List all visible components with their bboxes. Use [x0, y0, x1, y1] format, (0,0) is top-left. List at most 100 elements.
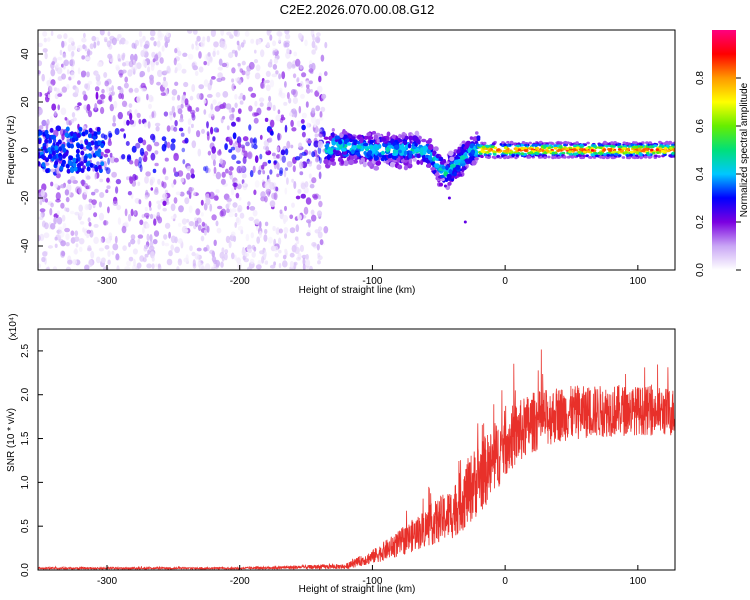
spectrogram-noise-cell	[139, 219, 144, 226]
spectrogram-band-cell	[78, 126, 83, 132]
spectrogram-noise-cell	[320, 106, 326, 113]
spectrogram-noise-cell	[195, 45, 199, 51]
spectrogram-noise-cell	[184, 197, 190, 205]
spectrogram-noise-cell	[166, 141, 171, 149]
spectrogram-noise-cell	[86, 233, 90, 239]
spectrogram-noise-cell	[100, 133, 106, 139]
spectrogram-noise-cell	[203, 166, 207, 172]
spectrogram-noise-cell	[135, 142, 141, 149]
spectrogram-noise-cell	[276, 146, 280, 152]
spectrogram-noise-cell	[150, 187, 154, 191]
spectrogram-noise-cell	[203, 109, 207, 115]
spectrogram-noise-cell	[268, 95, 272, 102]
spectrogram-noise-cell	[77, 67, 81, 75]
spectrogram-noise-cell	[173, 153, 179, 161]
spectrogram-noise-cell	[165, 32, 170, 38]
spectrogram-noise-cell	[196, 247, 202, 252]
spectrogram-line-cell	[568, 155, 573, 158]
spectrogram-noise-cell	[290, 89, 296, 95]
spectrogram-signal-cell	[373, 134, 378, 139]
spectrogram-noise-cell	[128, 242, 131, 248]
spectrogram-noise-cell	[203, 229, 207, 236]
spectrogram-noise-cell	[272, 40, 277, 47]
spectrogram-line-cell	[595, 154, 599, 158]
spectrogram-noise-cell	[292, 89, 298, 98]
spectrogram-noise-cell	[44, 162, 50, 166]
colorbar-tick-label: 0.2	[695, 215, 706, 229]
spectrogram-noise-cell	[93, 236, 99, 244]
spectrogram-noise-cell	[164, 176, 169, 181]
spectrogram-noise-cell	[251, 143, 254, 149]
spectrogram-band-cell	[97, 164, 102, 170]
spectrogram-noise-cell	[289, 112, 293, 117]
spectrogram-line-cell	[503, 143, 507, 147]
spectrogram-noise-cell	[284, 167, 289, 171]
spectrogram-noise-cell	[93, 212, 98, 218]
spectrogram-signal-cell	[457, 173, 463, 177]
spectrogram-noise-cell	[103, 72, 108, 78]
spectrogram-line-cell	[644, 155, 648, 159]
spectrogram-noise-cell	[222, 115, 226, 120]
spectrogram-noise-cell	[319, 116, 324, 121]
spectrogram-noise-cell	[89, 43, 94, 50]
spectrogram-noise-cell	[231, 78, 235, 83]
spectrogram-noise-cell	[230, 187, 235, 196]
spectrogram-noise-cell	[115, 186, 119, 194]
spectrogram-signal-cell	[470, 149, 476, 155]
spectrogram-noise-cell	[195, 40, 198, 47]
spectrogram-noise-cell	[253, 117, 259, 124]
spectrogram-noise-cell	[179, 118, 184, 123]
spectrogram-noise-cell	[105, 237, 112, 244]
spectrogram-noise-cell	[159, 57, 164, 64]
spectrogram-noise-cell	[93, 223, 99, 228]
spectrogram-band-cell	[84, 140, 89, 146]
spectrogram-line-cell	[549, 144, 553, 148]
spectrogram-signal-cell	[445, 165, 449, 171]
spectrogram-line-cell	[563, 143, 567, 147]
spectrogram-signal-cell	[449, 156, 455, 162]
spectrogram-line-cell	[668, 140, 672, 144]
spectrogram-signal-cell	[414, 148, 418, 152]
spectrogram-noise-cell	[50, 223, 56, 230]
spectrogram-noise-cell	[63, 59, 69, 67]
spectrogram-noise-cell	[83, 189, 88, 195]
spectrogram-noise-cell	[226, 197, 232, 203]
spectrogram-signal-cell	[460, 155, 466, 160]
spectrogram-noise-cell	[253, 189, 257, 196]
spectrogram-line-cell	[485, 144, 490, 148]
spectrogram-noise-cell	[291, 108, 297, 115]
spectrogram-noise-cell	[140, 50, 145, 57]
spectrogram-noise-cell	[57, 93, 63, 97]
spectrogram-signal-cell	[359, 137, 364, 142]
spectrogram-signal-cell	[408, 158, 413, 165]
spectrogram-noise-cell	[290, 119, 294, 128]
spectrogram-band-cell	[86, 166, 91, 172]
spectrogram-noise-cell	[318, 131, 324, 138]
spectrogram-line-cell	[503, 146, 508, 150]
spectrogram-noise-cell	[65, 242, 70, 247]
spectrogram-noise-cell	[270, 119, 275, 128]
spectrogram-noise-cell	[164, 242, 170, 247]
spectrogram-noise-cell	[173, 167, 177, 174]
spectrogram-noise-cell	[94, 86, 100, 92]
spectrogram-noise-cell	[58, 226, 63, 231]
spectrogram-signal-cell	[404, 135, 409, 140]
spectrogram-noise-cell	[187, 118, 192, 126]
spectrogram-noise-cell	[308, 68, 314, 73]
spectrogram-noise-cell	[81, 37, 87, 43]
spectrogram-noise-cell	[106, 85, 110, 93]
spectrogram-band-cell	[80, 150, 85, 156]
spectrogram-noise-cell	[70, 119, 74, 124]
spectrogram-signal-cell	[421, 138, 427, 143]
spectrogram-noise-cell	[144, 212, 150, 218]
spectrogram-noise-cell	[50, 168, 55, 173]
spectrogram-line-cell	[579, 156, 584, 160]
spectrogram-noise-cell	[138, 156, 142, 164]
spectrogram-line-cell	[610, 144, 614, 148]
spectrogram-line-cell	[528, 141, 532, 145]
spectrogram-noise-cell	[104, 38, 108, 43]
spectrogram-noise-cell	[295, 224, 300, 233]
spectrogram-line-cell	[575, 141, 579, 145]
spectrogram-signal-cell	[367, 136, 374, 140]
y-tick-label: 0.5	[20, 519, 31, 533]
